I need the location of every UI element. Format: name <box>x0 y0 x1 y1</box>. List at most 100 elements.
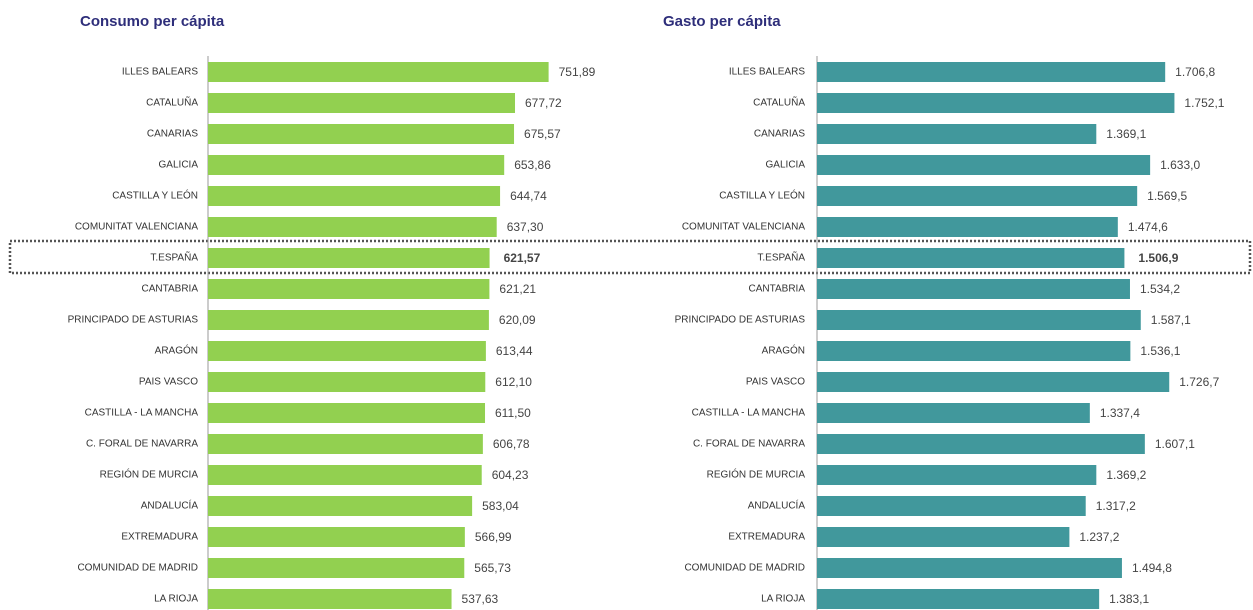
value-label: 1.633,0 <box>1160 158 1200 172</box>
category-label: T.ESPAÑA <box>757 251 805 264</box>
bar <box>817 310 1141 330</box>
value-label: 1.237,2 <box>1079 530 1119 544</box>
bar <box>208 341 486 361</box>
value-label: 1.383,1 <box>1109 592 1149 606</box>
category-label: CATALUÑA <box>753 96 805 109</box>
bar <box>208 124 515 144</box>
category-label: EXTREMADURA <box>728 532 805 543</box>
value-label: 1.569,5 <box>1147 189 1187 203</box>
value-label: 1.369,2 <box>1106 468 1146 482</box>
value-label: 613,44 <box>496 344 533 358</box>
category-label: CASTILLA - LA MANCHA <box>85 408 199 419</box>
value-label: 1.506,9 <box>1138 251 1178 265</box>
chart-title: Consumo per cápita <box>80 13 225 30</box>
bar <box>208 155 505 175</box>
bar <box>817 558 1122 578</box>
value-label: 1.494,8 <box>1132 561 1172 575</box>
bar <box>817 527 1070 547</box>
bar <box>817 434 1145 454</box>
value-label: 565,73 <box>474 561 511 575</box>
value-label: 606,78 <box>493 437 530 451</box>
value-label: 611,50 <box>495 406 531 420</box>
category-label: ANDALUCÍA <box>141 499 199 512</box>
category-label: ARAGÓN <box>155 344 198 357</box>
category-label: CANTABRIA <box>749 284 806 295</box>
value-label: 1.706,8 <box>1175 65 1215 79</box>
bar <box>817 155 1151 175</box>
bar <box>817 372 1170 392</box>
value-label: 621,57 <box>504 251 541 265</box>
category-label: EXTREMADURA <box>121 532 198 543</box>
category-label: PAIS VASCO <box>746 377 805 388</box>
value-label: 604,23 <box>492 468 529 482</box>
bar <box>208 279 490 299</box>
bar <box>817 124 1097 144</box>
value-label: 653,86 <box>514 158 551 172</box>
value-label: 621,21 <box>499 282 536 296</box>
bar <box>208 93 516 113</box>
value-label: 620,09 <box>499 313 536 327</box>
bar <box>208 217 497 237</box>
bar <box>817 496 1086 516</box>
value-label: 1.607,1 <box>1155 437 1195 451</box>
category-label: REGIÓN DE MURCIA <box>100 468 199 481</box>
bar <box>208 186 501 206</box>
bar <box>817 279 1130 299</box>
category-label: PRINCIPADO DE ASTURIAS <box>68 315 199 326</box>
value-label: 1.536,1 <box>1140 344 1180 358</box>
bar <box>208 310 489 330</box>
value-label: 677,72 <box>525 96 562 110</box>
category-label: LA RIOJA <box>761 594 805 605</box>
bar <box>208 248 490 268</box>
category-label: T.ESPAÑA <box>150 251 198 264</box>
category-label: GALICIA <box>766 160 806 171</box>
bar <box>817 93 1175 113</box>
category-label: C. FORAL DE NAVARRA <box>693 439 805 450</box>
value-label: 1.337,4 <box>1100 406 1140 420</box>
category-label: COMUNIDAD DE MADRID <box>77 563 198 574</box>
category-label: GALICIA <box>159 160 199 171</box>
category-label: ANDALUCÍA <box>748 499 806 512</box>
bar <box>208 465 482 485</box>
value-label: 675,57 <box>524 127 561 141</box>
bar <box>817 186 1138 206</box>
category-label: REGIÓN DE MURCIA <box>707 468 806 481</box>
category-label: ILLES BALEARS <box>122 67 198 78</box>
bar <box>817 403 1090 423</box>
category-label: ILLES BALEARS <box>729 67 805 78</box>
bar <box>817 341 1131 361</box>
bar <box>208 434 483 454</box>
category-label: COMUNITAT VALENCIANA <box>682 222 805 233</box>
category-label: CATALUÑA <box>146 96 198 109</box>
value-label: 1.587,1 <box>1151 313 1191 327</box>
category-label: CASTILLA Y LEÓN <box>112 189 198 202</box>
value-label: 583,04 <box>482 499 519 513</box>
bar <box>817 62 1166 82</box>
bar <box>208 589 452 609</box>
value-label: 1.474,6 <box>1128 220 1168 234</box>
value-label: 1.752,1 <box>1184 96 1224 110</box>
highlight-box <box>8 239 1252 275</box>
category-label: CASTILLA Y LEÓN <box>719 189 805 202</box>
bar <box>817 217 1118 237</box>
chart-title: Gasto per cápita <box>663 13 781 30</box>
bar <box>208 496 473 516</box>
value-label: 566,99 <box>475 530 512 544</box>
value-label: 637,30 <box>507 220 544 234</box>
category-label: C. FORAL DE NAVARRA <box>86 439 198 450</box>
bar <box>208 62 549 82</box>
bar <box>817 589 1100 609</box>
category-label: CANARIAS <box>754 129 805 140</box>
bar <box>208 558 465 578</box>
category-label: COMUNITAT VALENCIANA <box>75 222 198 233</box>
category-label: PRINCIPADO DE ASTURIAS <box>675 315 806 326</box>
category-label: LA RIOJA <box>154 594 198 605</box>
value-label: 1.317,2 <box>1096 499 1136 513</box>
bar <box>208 372 486 392</box>
value-label: 1.369,1 <box>1106 127 1146 141</box>
category-label: COMUNIDAD DE MADRID <box>684 563 805 574</box>
category-label: CANTABRIA <box>142 284 199 295</box>
category-label: CANARIAS <box>147 129 198 140</box>
bar <box>208 527 465 547</box>
